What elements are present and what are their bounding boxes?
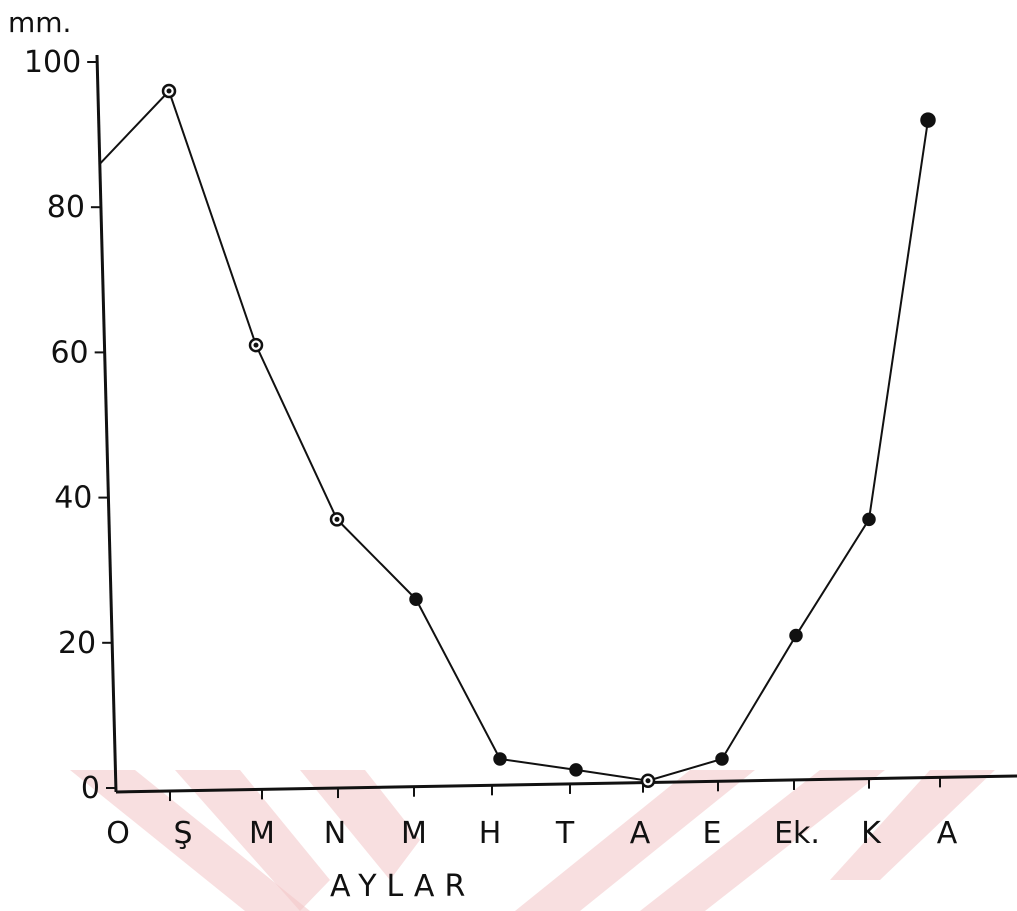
y-tick-label: 60 [50, 335, 88, 370]
data-point [569, 763, 583, 777]
watermark-chevron-right-inner [640, 770, 885, 911]
data-point-center [334, 516, 340, 522]
x-tick-label: H [479, 816, 502, 851]
y-tick-label: 80 [47, 190, 85, 225]
x-tick-label: M [249, 816, 275, 851]
x-tick-label: O [106, 816, 130, 851]
data-point [789, 628, 803, 643]
y-ticks: 0 20 40 60 80 100 [24, 45, 116, 806]
data-point-center [253, 342, 259, 348]
y-axis-line [95, 54, 118, 793]
x-tick-label: M [401, 816, 427, 851]
x-tick-label: Ek. [774, 816, 820, 851]
x-tick-label: K [861, 816, 882, 851]
data-point [715, 752, 729, 766]
y-tick-label: 40 [54, 481, 92, 516]
series [99, 83, 936, 788]
data-point [920, 112, 936, 128]
x-tick-label: T [555, 816, 575, 851]
x-tick-label: Ş [173, 816, 192, 851]
y-tick-label: 20 [58, 626, 96, 661]
x-tick-label: E [703, 816, 722, 851]
watermark-chevron-far-right [830, 770, 995, 880]
watermark-chevron-mid [300, 770, 420, 880]
y-unit-label: mm. [8, 6, 71, 39]
y-tick-label: 100 [24, 45, 81, 80]
x-tick-label: A [630, 816, 651, 851]
x-tick-label: N [324, 816, 346, 851]
watermark-chevron-left [70, 770, 310, 911]
data-point [409, 592, 423, 606]
watermark-chevron-right [515, 770, 755, 911]
series-line [99, 89, 929, 782]
data-point-center [166, 88, 172, 94]
x-tick-label: A [937, 816, 958, 851]
watermark-chevron-left-inner [175, 770, 330, 911]
data-point [493, 752, 507, 766]
x-axis-line [115, 774, 1017, 794]
data-point [862, 512, 876, 527]
watermark [70, 770, 995, 911]
y-tick-label: 0 [81, 771, 100, 806]
x-axis-title: AYLAR [330, 869, 475, 904]
data-point-center [645, 778, 651, 784]
x-ticks: O Ş M N M H T A E Ek. K A [106, 777, 958, 851]
